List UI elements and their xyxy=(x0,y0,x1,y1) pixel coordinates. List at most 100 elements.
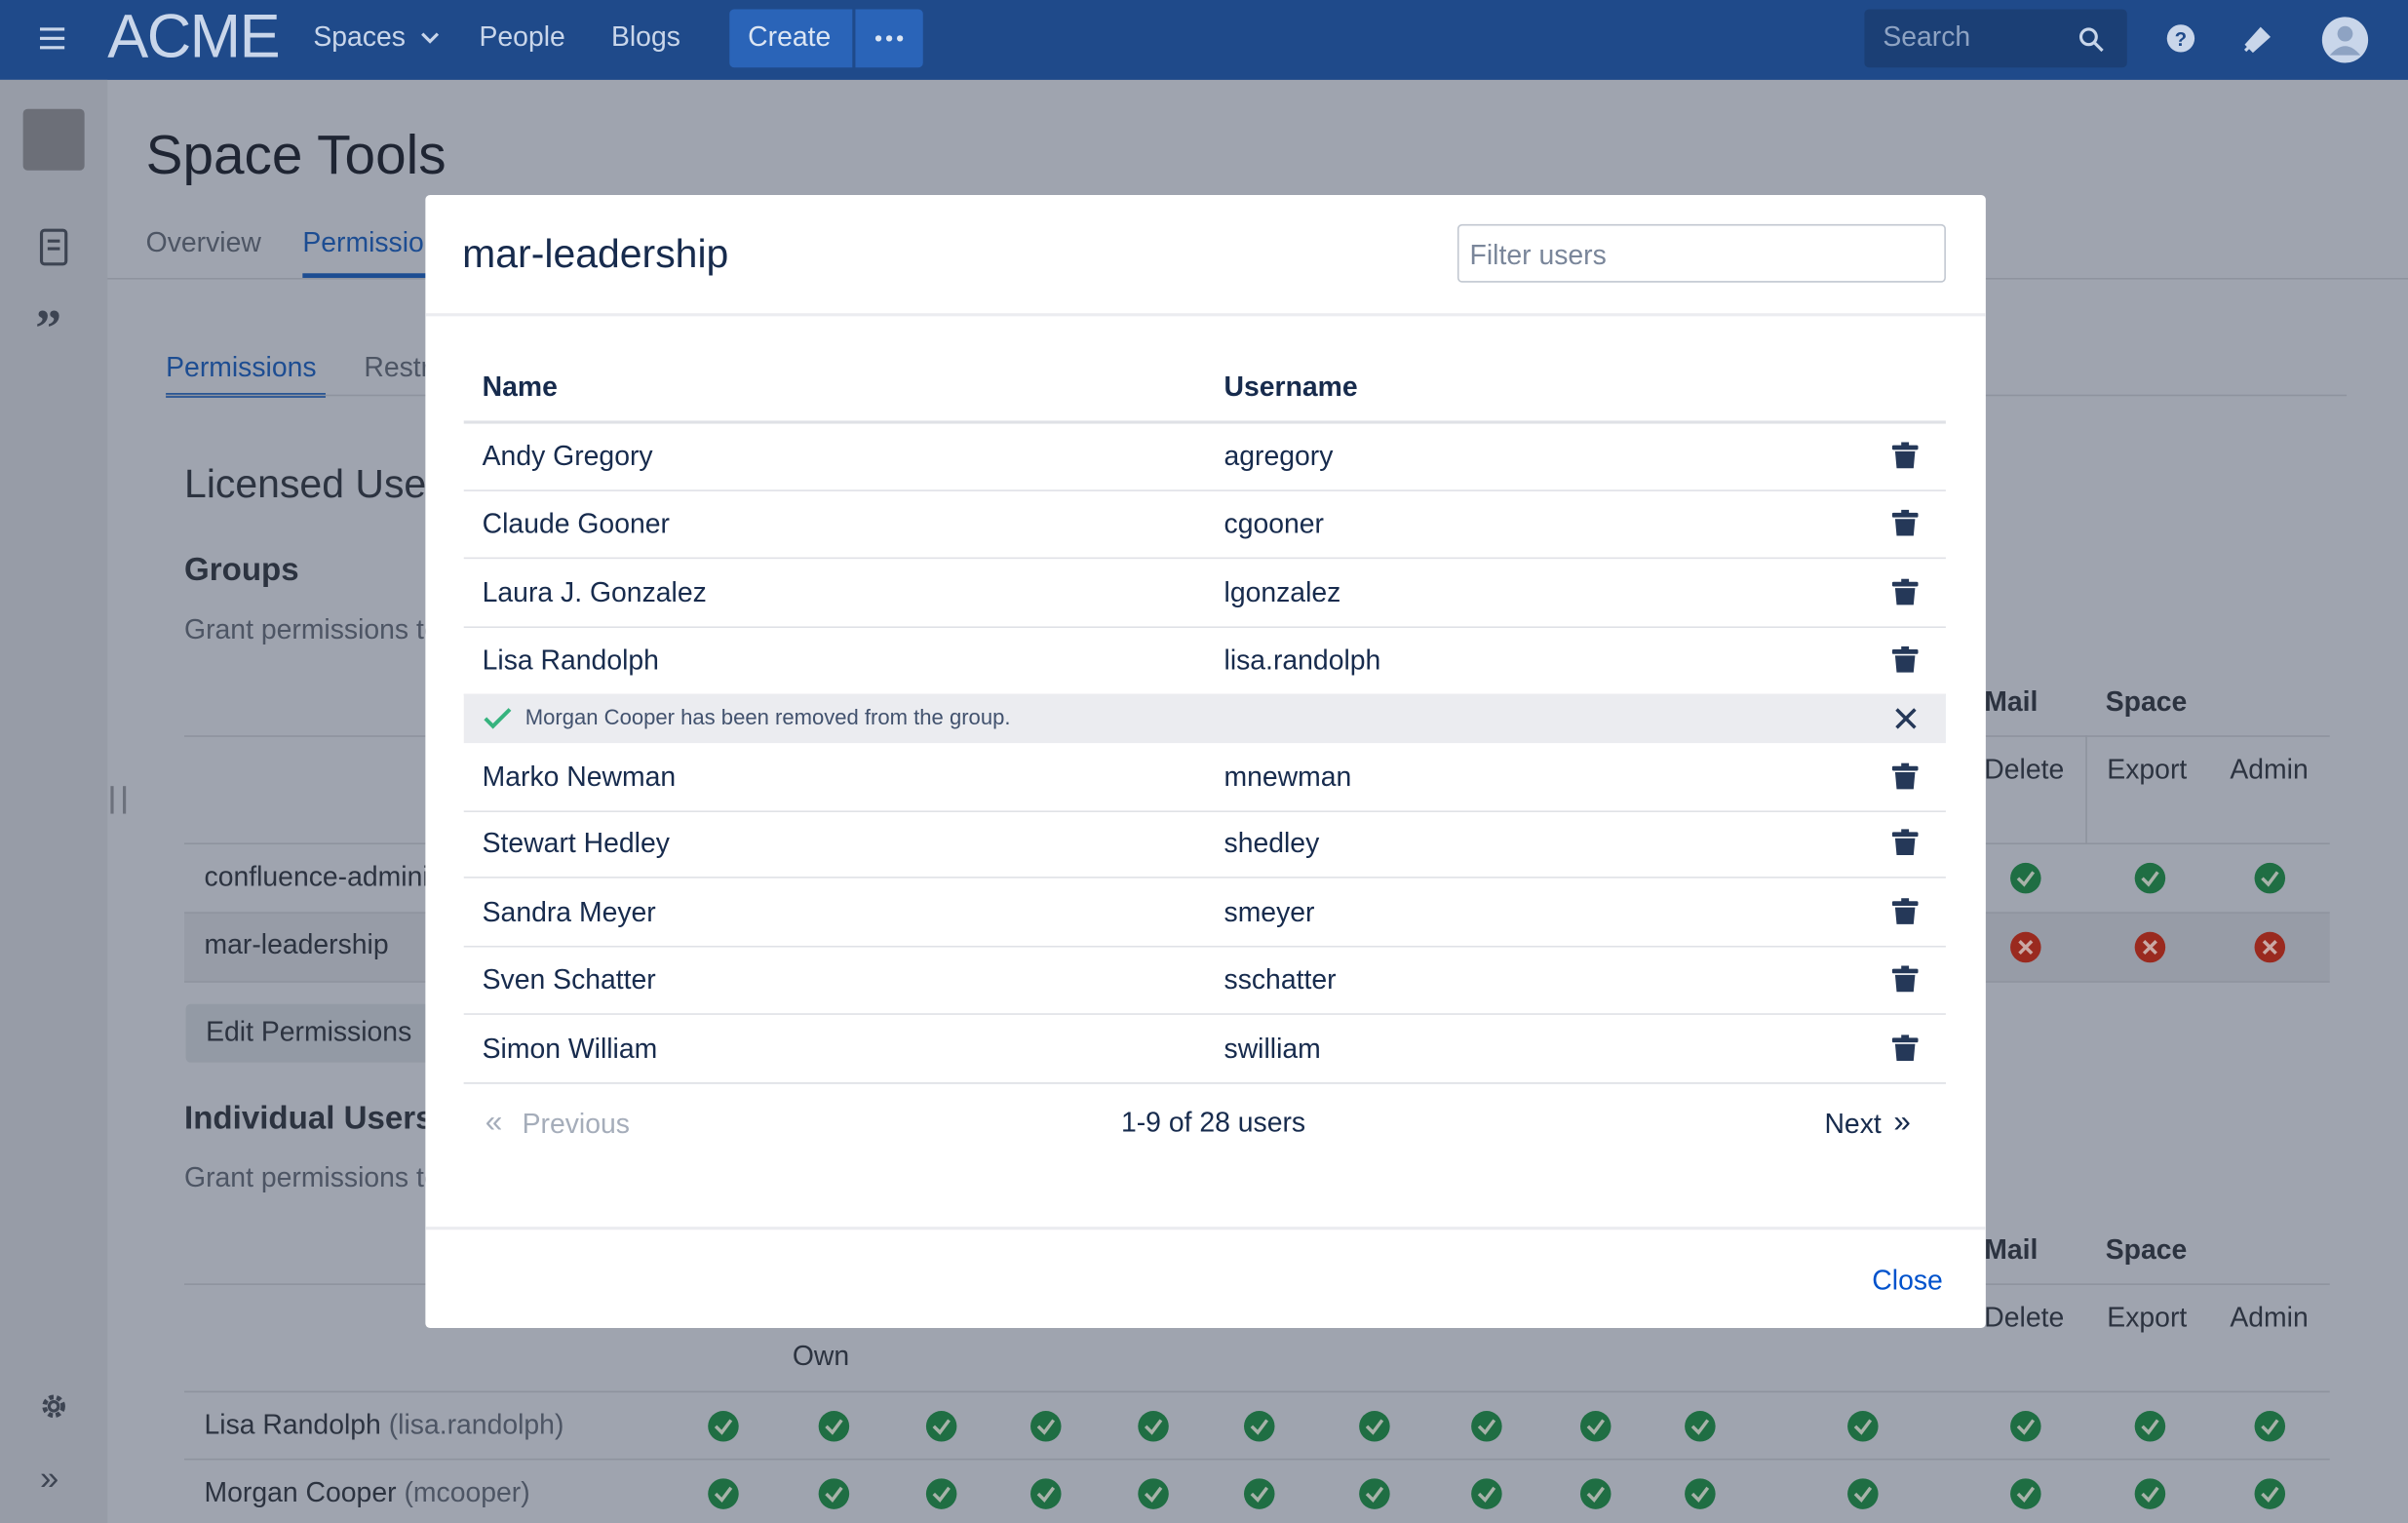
member-name: Claude Gooner xyxy=(482,508,670,539)
close-button[interactable]: Close xyxy=(1872,1265,1943,1296)
granted-icon xyxy=(1847,1411,1879,1442)
avatar[interactable] xyxy=(2320,16,2369,64)
help-icon[interactable]: ? xyxy=(2165,23,2196,54)
granted-icon xyxy=(1138,1478,1169,1509)
settings-icon[interactable] xyxy=(37,1389,71,1424)
search-box[interactable] xyxy=(1864,9,2127,68)
nav-item[interactable]: Spaces xyxy=(313,21,406,53)
more-button[interactable] xyxy=(855,9,923,68)
page-title: Space Tools xyxy=(145,122,447,186)
section-heading: Groups xyxy=(184,552,299,589)
granted-icon xyxy=(1138,1411,1169,1442)
remove-icon[interactable] xyxy=(1891,898,1919,925)
filter-input[interactable] xyxy=(1456,223,1946,283)
blog-icon[interactable]: ” xyxy=(35,300,62,358)
row-divider xyxy=(463,626,1946,629)
tab[interactable]: Overview xyxy=(145,227,261,258)
granted-icon xyxy=(1359,1478,1390,1509)
section-title: Licensed Users xyxy=(184,460,460,507)
member-username: lgonzalez xyxy=(1223,577,1341,608)
svg-text:?: ? xyxy=(2175,28,2188,51)
column-group: Space xyxy=(2105,685,2188,718)
granted-icon xyxy=(2010,1478,2041,1509)
granted-icon xyxy=(1243,1411,1275,1442)
granted-icon xyxy=(2134,1478,2166,1509)
pagination-summary: 1-9 of 28 users xyxy=(1120,1107,1306,1138)
remove-icon[interactable] xyxy=(1891,442,1919,469)
granted-icon xyxy=(2134,862,2166,894)
granted-icon xyxy=(1471,1478,1502,1509)
remove-icon[interactable] xyxy=(1891,965,1919,993)
user-row: Lisa Randolph (lisa.randolph) xyxy=(205,1409,564,1441)
row-divider xyxy=(463,1013,1946,1015)
granted-icon xyxy=(2254,862,2286,894)
column-group: Mail xyxy=(1984,1233,2039,1266)
user-username: (mcooper) xyxy=(404,1476,530,1508)
column-header: Delete xyxy=(1984,754,2065,785)
expand-icon[interactable]: » xyxy=(39,1458,59,1498)
member-username: mnewman xyxy=(1223,762,1352,793)
modal-dialog xyxy=(425,194,1986,1329)
granted-icon xyxy=(2254,1411,2286,1442)
user-username: (lisa.randolph) xyxy=(388,1409,564,1440)
remove-icon[interactable] xyxy=(1891,762,1919,791)
remove-icon[interactable] xyxy=(1891,509,1919,537)
user-row: Morgan Cooper (mcooper) xyxy=(205,1477,530,1509)
member-name: Marko Newman xyxy=(482,762,677,793)
granted-icon xyxy=(2010,1411,2041,1442)
menu-icon[interactable] xyxy=(39,26,67,51)
granted-icon xyxy=(1579,1411,1612,1442)
remove-icon[interactable] xyxy=(1891,829,1919,856)
notice-bar xyxy=(463,693,1946,744)
subtab[interactable]: Permissions xyxy=(166,351,317,383)
notifications-icon[interactable] xyxy=(2242,23,2273,54)
member-name: Lisa Randolph xyxy=(482,644,659,676)
granted-icon xyxy=(1030,1411,1062,1442)
member-username: swilliam xyxy=(1223,1033,1321,1065)
granted-icon xyxy=(818,1478,850,1509)
edit-permissions-button[interactable] xyxy=(185,1003,432,1063)
section-heading: Individual Users xyxy=(184,1100,434,1137)
pages-icon[interactable] xyxy=(38,227,69,267)
chevron xyxy=(421,32,440,44)
group-name: mar-leadership xyxy=(204,928,389,960)
next-link[interactable]: Next xyxy=(1824,1108,1882,1140)
granted-icon xyxy=(1579,1478,1612,1509)
column-header: Export xyxy=(2107,1302,2188,1333)
granted-icon xyxy=(708,1411,739,1442)
nav-item[interactable]: Blogs xyxy=(610,21,680,53)
search-icon xyxy=(2078,27,2104,53)
edit-permissions-label[interactable]: Edit Permissions xyxy=(206,1016,412,1047)
create-label[interactable]: Create xyxy=(748,21,832,53)
logo[interactable]: ACME xyxy=(107,3,280,71)
next-icon[interactable]: » xyxy=(1893,1105,1911,1140)
member-name: Sandra Meyer xyxy=(482,896,656,928)
member-username: smeyer xyxy=(1223,896,1315,928)
column-header: Username xyxy=(1223,371,1358,403)
space-avatar[interactable] xyxy=(22,108,85,171)
denied-icon xyxy=(2254,931,2286,963)
remove-icon[interactable] xyxy=(1891,578,1919,606)
resize-handle[interactable] xyxy=(110,786,127,814)
filter-placeholder[interactable]: Filter users xyxy=(1469,239,1607,271)
tab-underline xyxy=(302,273,456,279)
dismiss-icon[interactable] xyxy=(1893,706,1918,730)
granted-icon xyxy=(1685,1411,1716,1442)
search-placeholder[interactable]: Search xyxy=(1883,21,1971,53)
create-button[interactable] xyxy=(729,9,853,68)
column-header: Admin xyxy=(2230,754,2309,785)
member-name: Andy Gregory xyxy=(482,440,653,472)
nav-item[interactable]: People xyxy=(479,21,565,53)
remove-icon[interactable] xyxy=(1891,645,1919,674)
modal-title: mar-leadership xyxy=(462,230,729,277)
member-name: Laura J. Gonzalez xyxy=(482,577,707,608)
remove-icon[interactable] xyxy=(1891,1035,1919,1062)
granted-icon xyxy=(2254,1478,2286,1509)
granted-icon xyxy=(1847,1478,1879,1509)
granted-icon xyxy=(818,1411,850,1442)
column-header: Name xyxy=(482,371,558,403)
member-name: Simon William xyxy=(482,1033,658,1065)
denied-icon xyxy=(2010,931,2041,963)
row-divider xyxy=(463,489,1946,491)
